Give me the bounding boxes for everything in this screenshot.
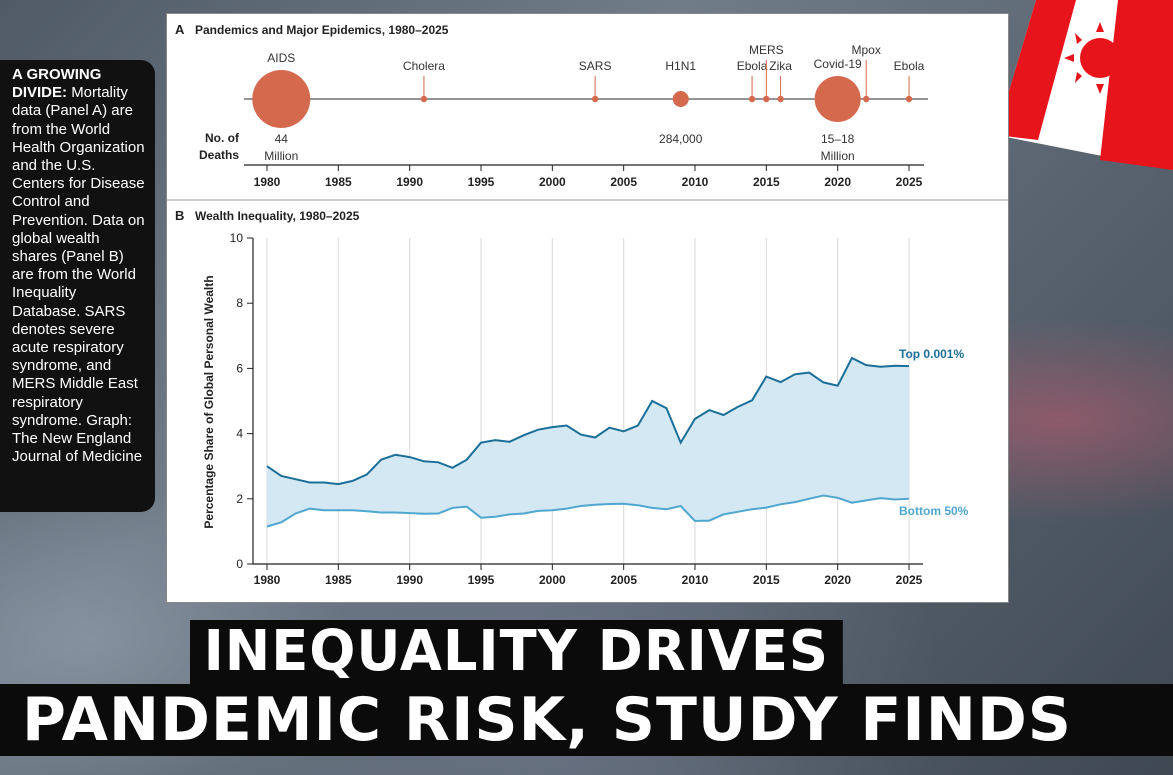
deaths-label: Million — [821, 149, 855, 163]
panel-a-title: Pandemics and Major Epidemics, 1980–2025 — [195, 23, 449, 37]
deaths-label: Million — [264, 149, 298, 163]
x-tick-label: 2015 — [753, 175, 780, 189]
x-tick-label: 2000 — [539, 175, 566, 189]
deaths-row-label-1: No. of — [205, 131, 240, 145]
x-tick-label: 1995 — [468, 175, 495, 189]
series-label-top: Top 0.001% — [899, 347, 964, 361]
x-tick-label: 1980 — [254, 573, 281, 587]
figure-svg: A Pandemics and Major Epidemics, 1980–20… — [167, 22, 1008, 587]
x-tick-label: 1990 — [396, 573, 423, 587]
headline-line-1: INEQUALITY DRIVES — [190, 620, 843, 684]
event-marker — [763, 95, 770, 103]
deaths-row-label-2: Deaths — [199, 148, 239, 162]
event-label: Cholera — [403, 59, 445, 73]
event-label: Zika — [769, 59, 792, 73]
flag-logo — [996, 0, 1173, 170]
headline: INEQUALITY DRIVES PANDEMIC RISK, STUDY F… — [0, 612, 1173, 772]
panel-b-title: Wealth Inequality, 1980–2025 — [195, 209, 360, 223]
y-tick-label: 6 — [236, 361, 243, 375]
y-tick-label: 2 — [236, 492, 243, 506]
event-marker — [672, 91, 689, 107]
event-label: H1N1 — [665, 59, 696, 73]
y-tick-label: 4 — [236, 427, 243, 441]
event-marker — [591, 95, 599, 103]
caption-body: Mortality data (Panel A) are from the Wo… — [12, 84, 145, 466]
panel-b-plot: 0 2 4 6 8 10 1980 1985 1990 1995 2000 2005 2010 2015 2… — [230, 231, 969, 587]
event-label: Ebola — [737, 59, 768, 73]
x-tick-label: 2005 — [610, 175, 637, 189]
series-line-top — [266, 356, 910, 486]
deaths-label: 44 — [275, 132, 289, 146]
deaths-label: 15–18 — [821, 132, 855, 146]
series-line-bottom — [266, 494, 910, 528]
event-marker — [863, 95, 870, 103]
y-tick-label: 0 — [236, 557, 243, 571]
event-marker — [252, 70, 311, 128]
deaths-label: 284,000 — [659, 132, 703, 146]
event-label: MERS — [749, 43, 784, 57]
sun-rays-icon — [1064, 22, 1136, 94]
panel-a-marks: AIDS 44 Million Cholera SARS H1N1 284,000 Ebola… — [252, 43, 925, 189]
event-label: SARS — [579, 59, 612, 73]
x-tick-label: 2010 — [682, 175, 709, 189]
x-tick-label: 2010 — [682, 573, 709, 587]
x-tick-label: 2025 — [896, 573, 923, 587]
event-marker — [748, 95, 756, 103]
x-tick-label: 2005 — [610, 573, 637, 587]
panel-b-letter: B — [175, 208, 184, 223]
x-tick-label: 1990 — [396, 175, 423, 189]
x-tick-label: 1985 — [325, 573, 352, 587]
caption-lead: A GROWING DIVIDE: — [12, 66, 102, 102]
x-tick-label: 1980 — [254, 175, 281, 189]
x-tick-label: 2020 — [824, 573, 851, 587]
inequality-band — [267, 357, 909, 527]
event-marker — [814, 76, 861, 122]
event-marker — [420, 95, 428, 103]
series-label-bottom: Bottom 50% — [899, 504, 969, 518]
x-tick-label: 2025 — [896, 175, 923, 189]
event-marker — [905, 95, 913, 103]
x-tick-label: 1985 — [325, 175, 352, 189]
x-tick-label: 2020 — [824, 175, 851, 189]
panel-a-letter: A — [175, 22, 185, 37]
event-label: Covid-19 — [814, 57, 862, 71]
event-label: Mpox — [852, 43, 881, 57]
event-label: Ebola — [894, 59, 925, 73]
x-tick-label: 2000 — [539, 573, 566, 587]
y-tick-label: 8 — [236, 296, 243, 310]
caption-box: A GROWING DIVIDE: Mortality data (Panel … — [0, 60, 155, 512]
y-axis-label: Percentage Share of Global Personal Weal… — [202, 275, 216, 528]
headline-line-2: PANDEMIC RISK, STUDY FINDS — [0, 684, 1173, 756]
x-tick-label: 2015 — [753, 573, 780, 587]
x-tick-label: 1995 — [468, 573, 495, 587]
y-tick-label: 10 — [230, 231, 244, 245]
event-marker — [777, 95, 784, 103]
figure-panel: A Pandemics and Major Epidemics, 1980–20… — [166, 13, 1009, 603]
event-label: AIDS — [267, 51, 295, 65]
